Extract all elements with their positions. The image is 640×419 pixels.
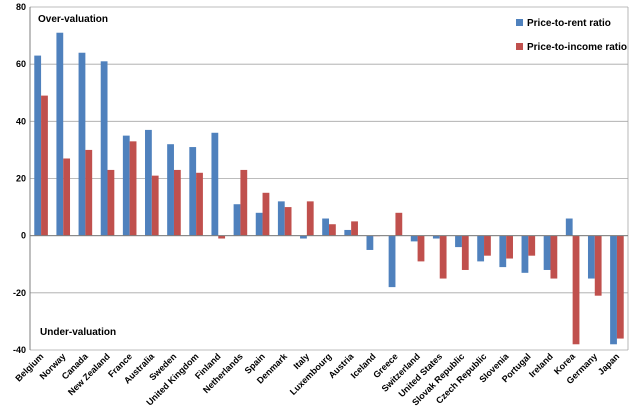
bar-price-to-income-czech-republic [484,235,491,256]
bars [34,32,624,345]
bar-price-to-income-slovenia [506,235,513,259]
bar-price-to-income-united-states [439,235,447,279]
bar-price-to-rent-italy [300,235,307,239]
bar-price-to-income-denmark [284,207,292,236]
bar-price-to-rent-portugal [521,235,529,273]
bar-price-to-rent-norway [56,32,64,236]
legend: Price-to-rent ratio Price-to-income rati… [516,18,627,53]
bar-price-to-income-netherlands [240,169,248,236]
bar-price-to-rent-finland [211,132,219,236]
bar-price-to-income-united-kingdom [196,172,203,236]
bar-price-to-income-slovak-republic [461,235,469,270]
bar-price-to-income-australia [151,175,159,236]
bar-price-to-income-korea [572,235,580,345]
bar-price-to-rent-ireland [543,235,551,270]
y-tick-label: 80 [16,2,26,12]
bar-price-to-income-norway [63,158,71,236]
bar-price-to-income-japan [616,235,624,339]
category-label: Ireland [527,351,555,379]
bar-price-to-rent-canada [78,52,86,236]
y-tick-label: -40 [13,345,26,355]
bar-price-to-income-new-zealand [107,169,115,236]
bar-price-to-rent-netherlands [233,204,241,236]
bar-price-to-rent-slovak-republic [455,235,462,248]
y-tick-label: 40 [16,116,26,126]
bar-price-to-rent-korea [565,218,573,236]
bar-price-to-income-austria [351,221,358,236]
bar-price-to-rent-united-kingdom [189,147,197,236]
y-tick-label: 0 [21,231,26,241]
bar-price-to-rent-spain [255,212,263,236]
bar-price-to-rent-japan [610,235,617,345]
annotation-over-valuation: Over-valuation [38,14,108,25]
bar-price-to-rent-iceland [366,235,374,250]
legend-label-price-to-rent: Price-to-rent ratio [527,18,611,29]
bar-price-to-rent-austria [344,229,352,236]
legend-swatch-price-to-income [516,43,523,50]
bar-price-to-income-germany [594,235,602,296]
bar-price-to-rent-greece [388,235,396,288]
y-tick-label: 60 [16,59,26,69]
bar-price-to-income-sweden [173,169,181,236]
bar-price-to-income-france [129,141,137,236]
bar-price-to-income-italy [306,201,314,236]
bar-price-to-income-belgium [41,95,48,236]
bar-price-to-rent-belgium [34,55,42,236]
bar-price-to-income-canada [85,149,93,236]
bar-price-to-rent-sweden [167,144,174,236]
gridlines [30,6,628,351]
axes [29,7,629,350]
category-label: Japan [596,351,621,376]
legend-label-price-to-income: Price-to-income ratio [527,42,627,53]
bar-price-to-rent-denmark [277,201,285,236]
bar-price-to-rent-new-zealand [100,61,108,236]
bar-price-to-rent-switzerland [410,235,418,242]
bar-price-to-rent-germany [587,235,595,279]
bar-price-to-rent-united-states [432,235,440,239]
y-tick-label: -20 [13,288,26,298]
legend-swatch-price-to-rent [516,19,523,26]
bar-price-to-income-greece [395,212,403,236]
bar-price-to-income-portugal [528,235,536,256]
bar-price-to-rent-france [122,135,130,236]
bar-price-to-income-finland [218,235,226,239]
bar-price-to-rent-slovenia [499,235,507,268]
y-tick-label: 20 [16,174,26,184]
bar-price-to-rent-czech-republic [477,235,485,262]
bar-price-to-rent-australia [145,129,152,236]
bar-price-to-income-spain [262,192,270,236]
bar-price-to-income-ireland [550,235,558,279]
annotation-under-valuation: Under-valuation [40,327,116,338]
bar-price-to-rent-luxembourg [322,218,329,236]
bar-price-to-income-switzerland [417,235,425,262]
bar-price-to-income-luxembourg [329,224,336,236]
